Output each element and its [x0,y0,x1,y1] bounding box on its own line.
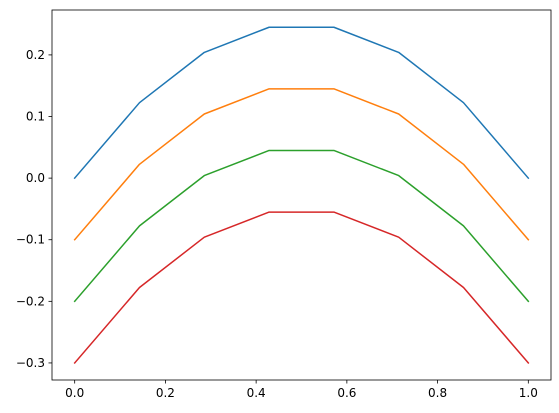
x-tick-label: 0.2 [156,386,175,400]
series-line-1 [73,26,530,180]
y-tick-label: 0.1 [26,110,45,124]
x-axis: 0.0 0.2 0.4 0.6 0.8 1.0 [65,380,538,400]
plot-frame [51,9,552,381]
series-line-3 [73,149,530,303]
y-tick-label: −0.1 [16,233,45,247]
series-layer [73,26,530,364]
x-tick-label: 1.0 [519,386,538,400]
x-tick-label: 0.4 [247,386,266,400]
y-axis: −0.3 −0.2 −0.1 0.0 0.1 0.2 [16,48,52,370]
y-tick-label: −0.3 [16,356,45,370]
x-tick-label: 0.8 [428,386,447,400]
series-line-2 [73,88,530,241]
y-tick-label: 0.0 [26,171,45,185]
x-tick-label: 0.6 [337,386,356,400]
x-tick-label: 0.0 [65,386,84,400]
y-tick-label: −0.2 [16,294,45,308]
y-tick-label: 0.2 [26,48,45,62]
series-line-4 [73,211,530,364]
